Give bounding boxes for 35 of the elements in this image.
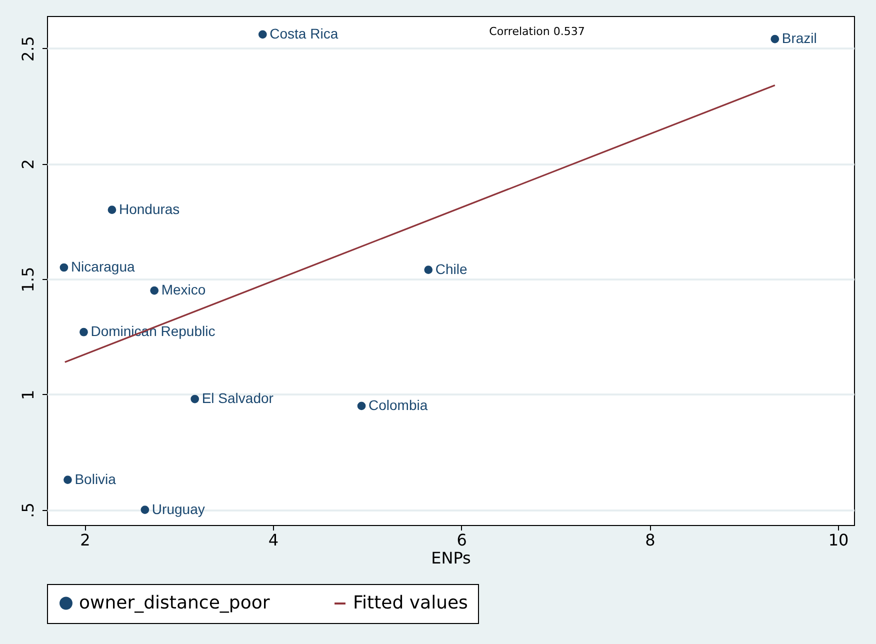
data-label: Uruguay xyxy=(152,500,205,517)
point xyxy=(80,328,88,336)
point xyxy=(140,506,150,514)
data-label: Nicaragua xyxy=(70,258,135,274)
y-tick-label: 2 xyxy=(18,159,38,170)
data-label: Honduras xyxy=(118,200,180,217)
y-tick-label: .5 xyxy=(18,502,38,518)
data-label: El Salvador xyxy=(202,390,274,406)
point xyxy=(357,402,366,410)
x-tick-label: 2 xyxy=(80,530,90,550)
point xyxy=(424,266,433,274)
point xyxy=(258,30,267,39)
annotation: Correlation 0.537 xyxy=(489,25,585,38)
x-axis-title: ENPs xyxy=(431,548,471,568)
point xyxy=(150,286,159,295)
y-tick-label: 2.5 xyxy=(18,36,38,62)
data-label: Bolivia xyxy=(74,470,116,487)
x-tick-label: 10 xyxy=(828,530,849,550)
y-tick-label: 1.5 xyxy=(18,266,38,292)
data-label: Brazil xyxy=(782,30,817,46)
point xyxy=(190,394,200,404)
x-tick-label: 4 xyxy=(268,530,279,550)
legend-label: owner_distance_poor xyxy=(79,592,270,614)
legend-label: Fitted values xyxy=(353,592,468,614)
x-tick-label: 8 xyxy=(645,530,656,550)
data-label: Chile xyxy=(435,260,468,277)
data-label: Costa Rica xyxy=(270,25,338,42)
point xyxy=(64,476,72,484)
point xyxy=(108,206,116,214)
point xyxy=(60,263,68,272)
data-label: Colombia xyxy=(368,396,428,413)
point xyxy=(770,34,780,44)
data-label: Mexico xyxy=(161,282,206,298)
y-tick-label: 1 xyxy=(18,390,38,400)
x-tick-label: 6 xyxy=(456,530,467,550)
